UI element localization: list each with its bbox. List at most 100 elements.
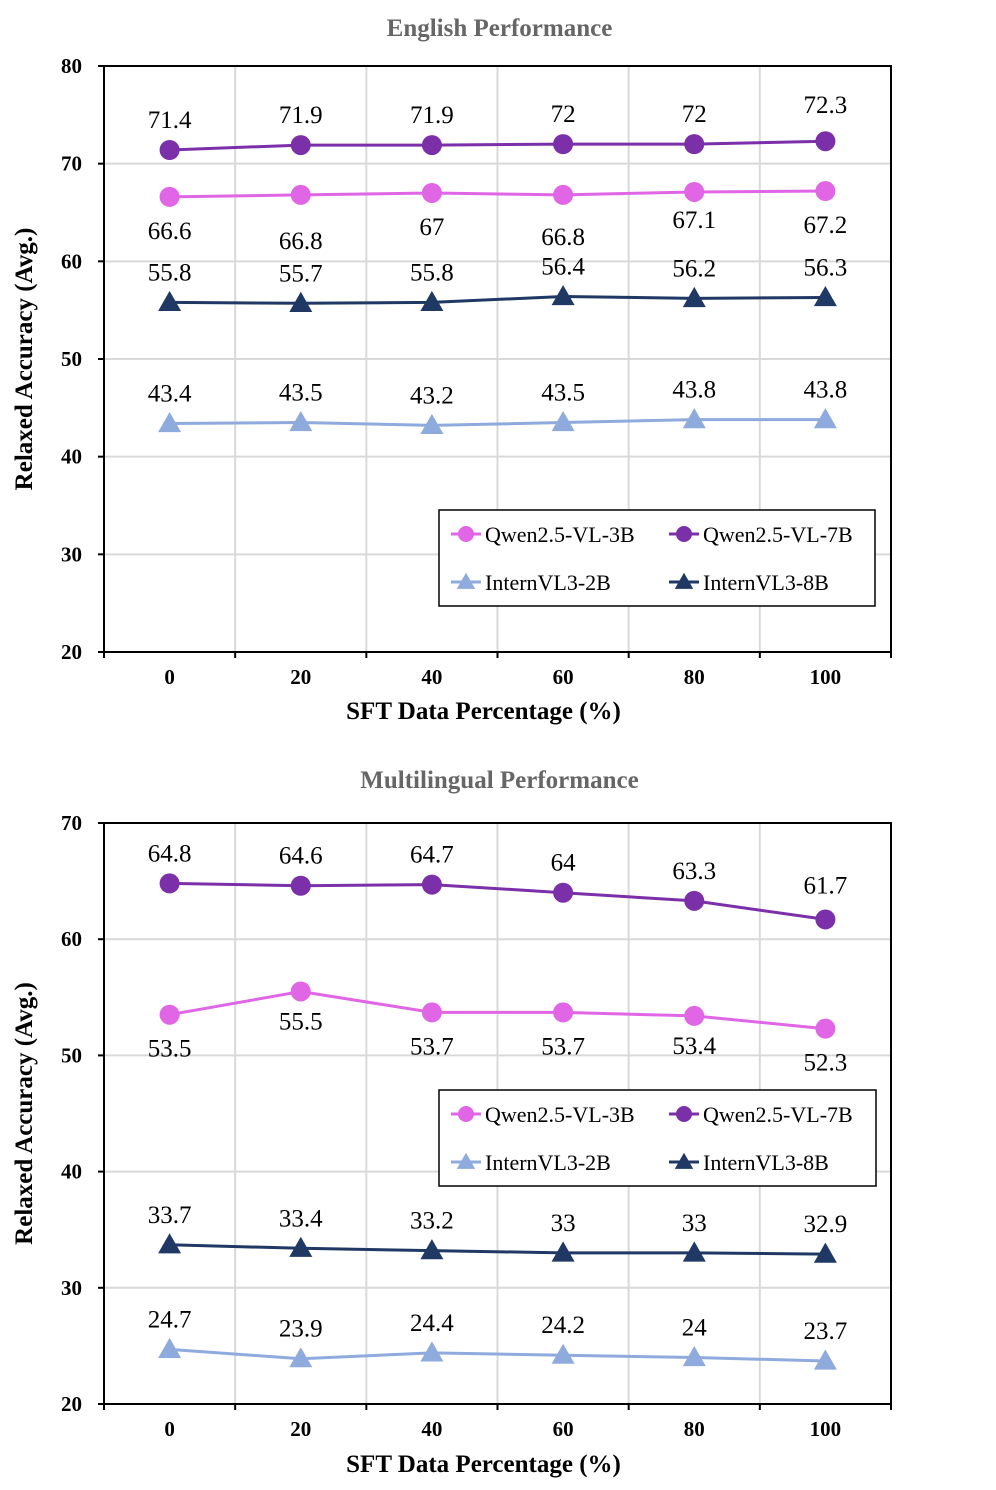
series-internvl3-8b: 55.8 55.7 55.8 56.4 56.2 56.3 [148, 253, 847, 312]
data-point [159, 1004, 180, 1025]
data-label: 72 [551, 101, 576, 128]
chart-title: English Performance [387, 15, 613, 42]
data-label: 67.2 [804, 212, 848, 239]
data-point [421, 135, 442, 156]
data-label: 61.7 [804, 872, 848, 899]
series-line [169, 881, 826, 921]
data-point [684, 134, 705, 155]
data-label: 52.3 [804, 1050, 848, 1077]
x-tick-label: 60 [553, 1417, 574, 1441]
data-point [813, 1242, 837, 1263]
legend-item: Qwen2.5-VL-3B [451, 522, 635, 547]
legend-box [438, 1089, 877, 1187]
data-label: 33 [551, 1210, 576, 1237]
data-point [551, 411, 575, 432]
legend-marker [458, 1106, 474, 1122]
legend: Qwen2.5-VL-3B Qwen2.5-VL-7B InternVL3-2B In… [438, 509, 876, 607]
x-tick-label: 60 [553, 665, 574, 689]
data-point [815, 131, 836, 152]
data-label: 33.2 [410, 1208, 454, 1235]
data-label: 24.7 [148, 1306, 192, 1333]
legend-marker [674, 1152, 694, 1169]
data-label: 63.3 [672, 858, 716, 885]
x-tick-label: 40 [421, 665, 442, 689]
data-label: 43.4 [148, 380, 192, 407]
series-line [169, 418, 826, 427]
legend-item: Qwen2.5-VL-7B [669, 522, 853, 547]
data-label: 33.4 [279, 1205, 323, 1232]
legend-label: InternVL3-8B [703, 570, 829, 595]
data-point [553, 1002, 574, 1023]
series-line [169, 1347, 826, 1363]
data-label: 55.8 [410, 259, 454, 286]
legend-marker [456, 572, 476, 589]
data-point [813, 1349, 837, 1370]
data-label: 53.7 [541, 1033, 585, 1060]
legend-marker [458, 526, 474, 542]
data-label: 32.9 [804, 1211, 848, 1238]
y-tick-label: 40 [61, 1160, 82, 1184]
data-label: 71.4 [148, 107, 192, 134]
x-tick-label: 100 [810, 1417, 842, 1441]
data-point [684, 181, 705, 202]
data-label: 43.5 [279, 379, 323, 406]
data-label: 64.8 [148, 840, 192, 867]
data-point [289, 1347, 313, 1368]
series-qwen2-5-vl-7b: 64.8 64.6 64.7 64 63.3 61.7 [148, 840, 848, 930]
data-label: 71.9 [410, 102, 454, 129]
legend-item: InternVL3-2B [451, 1150, 611, 1175]
data-point [553, 882, 574, 903]
data-label: 72 [682, 101, 707, 128]
data-point [289, 1236, 313, 1257]
legend-marker [674, 572, 694, 589]
data-point [158, 290, 182, 311]
y-tick-label: 50 [61, 1043, 82, 1067]
data-label: 43.8 [672, 377, 716, 404]
data-label: 66.8 [541, 224, 585, 251]
data-label: 64.7 [410, 842, 454, 869]
legend-item: Qwen2.5-VL-3B [451, 1102, 635, 1127]
x-tick-label: 80 [684, 1417, 705, 1441]
series-internvl3-8b: 33.7 33.4 33.2 33 33 32.9 [148, 1202, 848, 1263]
series-line [169, 189, 826, 199]
legend-marker [676, 526, 692, 542]
series-qwen2-5-vl-3b: 66.6 66.8 67 66.8 67.1 67.2 [148, 181, 848, 255]
data-label: 24.2 [541, 1312, 585, 1339]
data-point [159, 873, 180, 894]
data-point [289, 411, 313, 432]
x-tick-label: 0 [164, 1417, 175, 1441]
data-label: 55.5 [279, 1008, 323, 1035]
legend-marker [676, 1106, 692, 1122]
data-point [553, 134, 574, 155]
data-label: 33.7 [148, 1202, 192, 1229]
data-point [682, 408, 706, 429]
data-point [813, 286, 837, 307]
y-axis-title: Relaxed Accuracy (Avg.) [11, 982, 38, 1245]
data-label: 24.4 [410, 1310, 454, 1337]
data-point [159, 139, 180, 160]
chart-2: Multilingual Performance 20 30 40 50 60 70 0 20 4… [11, 767, 892, 1478]
data-label: 43.8 [804, 377, 848, 404]
legend-item: InternVL3-8B [669, 570, 829, 595]
data-point [813, 408, 837, 429]
legend-label: InternVL3-2B [485, 570, 611, 595]
y-tick-label: 20 [61, 640, 82, 664]
data-point [684, 890, 705, 911]
chart-title: Multilingual Performance [360, 767, 638, 794]
series-line [169, 294, 826, 305]
data-point [290, 981, 311, 1002]
data-point [551, 1343, 575, 1364]
series-internvl3-2b: 24.7 23.9 24.4 24.2 24 23.7 [148, 1306, 848, 1370]
chart-1: English Performance 20 30 40 50 60 70 80 0 20 40 60… [11, 15, 892, 725]
data-label: 33 [682, 1210, 707, 1237]
data-point [553, 184, 574, 205]
legend-label: Qwen2.5-VL-3B [485, 1102, 635, 1127]
series-qwen2-5-vl-3b: 53.5 55.5 53.7 53.7 53.4 52.3 [148, 981, 848, 1077]
y-tick-label: 30 [61, 1276, 82, 1300]
data-point [158, 1337, 182, 1358]
data-label: 23.7 [804, 1318, 848, 1345]
legend-item: InternVL3-2B [451, 570, 611, 595]
legend-label: Qwen2.5-VL-7B [703, 522, 853, 547]
data-label: 66.8 [279, 228, 323, 255]
